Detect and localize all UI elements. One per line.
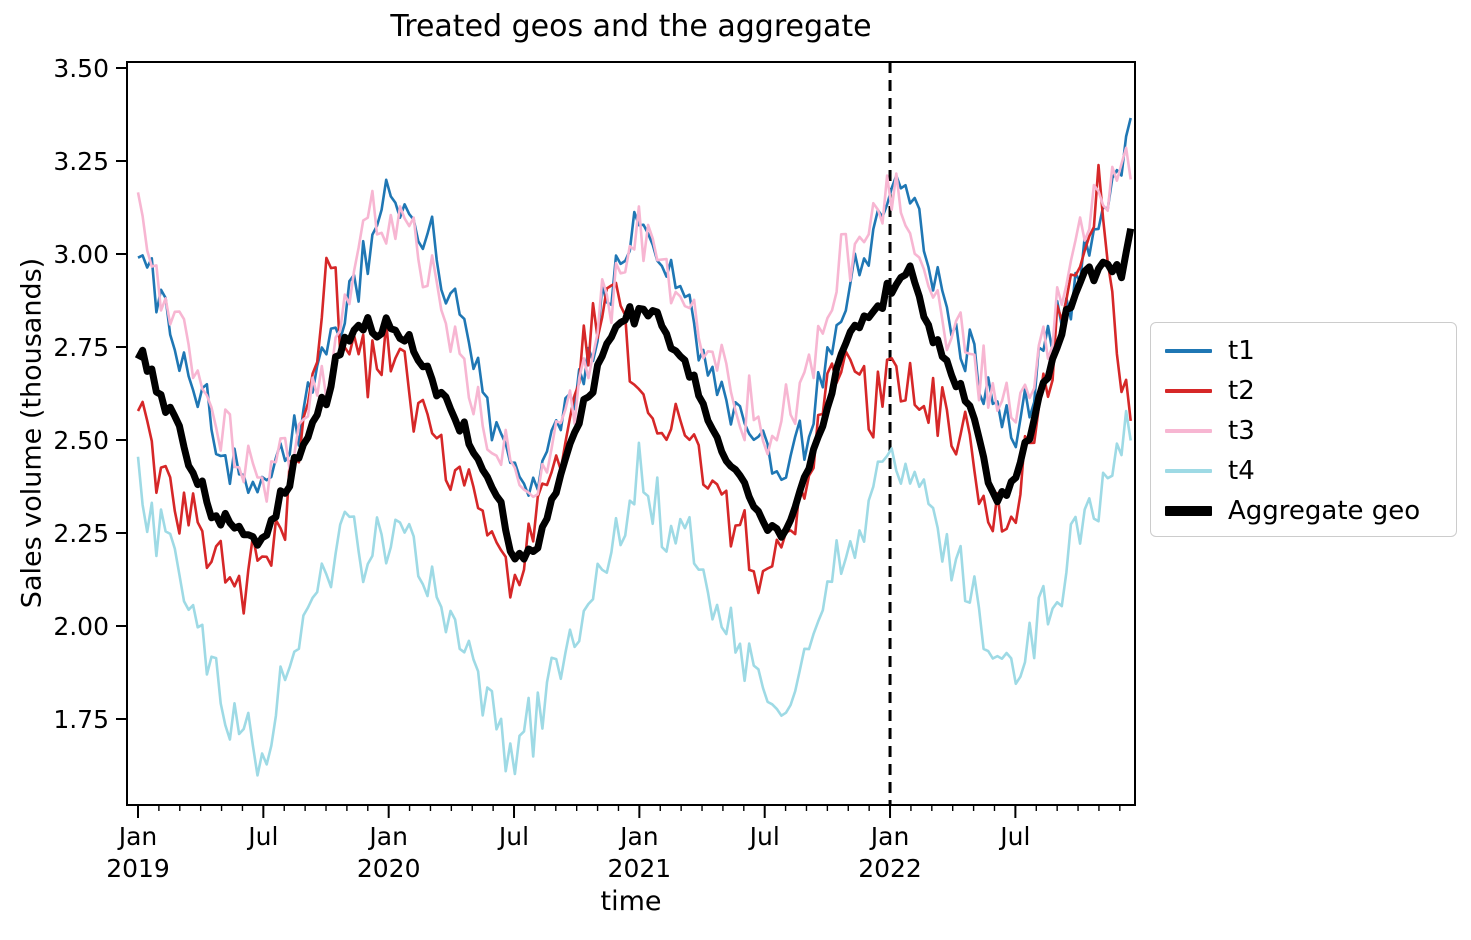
- legend-line-swatch: [1165, 349, 1212, 353]
- legend-line-swatch: [1165, 389, 1212, 393]
- x-tick-year-label: 2020: [357, 854, 421, 883]
- y-tick-label: 2.00: [53, 612, 109, 641]
- y-tick-label: 2.50: [53, 426, 109, 455]
- chart-title: Treated geos and the aggregate: [390, 9, 872, 44]
- legend-label: t4: [1228, 456, 1255, 486]
- x-tick-year-label: 2021: [608, 854, 672, 883]
- x-tick-label: Jan: [869, 822, 910, 851]
- legend-label: t2: [1228, 376, 1255, 406]
- y-tick-label: 3.00: [53, 240, 109, 269]
- y-tick-label: 1.75: [53, 705, 109, 734]
- legend-label: t1: [1228, 336, 1255, 366]
- legend-item-t2: t2: [1151, 371, 1456, 411]
- legend-line-swatch: [1165, 506, 1212, 516]
- x-tick-label: Jan: [117, 822, 158, 851]
- y-tick-label: 3.25: [53, 147, 109, 176]
- x-tick-label: Jan: [367, 822, 408, 851]
- legend-label: Aggregate geo: [1228, 496, 1421, 526]
- series-line-aggregate-geo: [134, 227, 1135, 563]
- legend-box: t1 t2 t3 t4 Aggregate geo: [1150, 322, 1457, 537]
- legend-label: t3: [1228, 416, 1255, 446]
- x-tick-label: Jan: [618, 822, 659, 851]
- legend-item-t3: t3: [1151, 411, 1456, 451]
- x-axis-label: time: [600, 886, 662, 917]
- y-tick-label: 3.50: [53, 54, 109, 83]
- x-tick-year-label: 2019: [106, 854, 170, 883]
- y-axis-label: Sales volume (thousands): [16, 257, 48, 609]
- x-tick-label: Jul: [497, 822, 529, 851]
- legend-line-swatch: [1165, 429, 1212, 433]
- legend-item-aggregate-geo: Aggregate geo: [1151, 491, 1456, 531]
- plot-border: [126, 61, 1136, 806]
- legend-item-t4: t4: [1151, 451, 1456, 491]
- x-tick-year-label: 2022: [858, 854, 922, 883]
- series-line-t4: [136, 409, 1132, 777]
- series-line-t2: [136, 163, 1132, 615]
- series-line-t1: [137, 117, 1132, 498]
- series-line-t3: [136, 146, 1132, 503]
- y-tick-label: 2.75: [53, 333, 109, 362]
- x-tick-label: Jul: [748, 822, 780, 851]
- legend-item-t1: t1: [1151, 331, 1456, 371]
- y-tick-label: 2.25: [53, 519, 109, 548]
- legend-line-swatch: [1165, 469, 1212, 473]
- x-tick-label: Jul: [246, 822, 278, 851]
- x-tick-label: Jul: [998, 822, 1030, 851]
